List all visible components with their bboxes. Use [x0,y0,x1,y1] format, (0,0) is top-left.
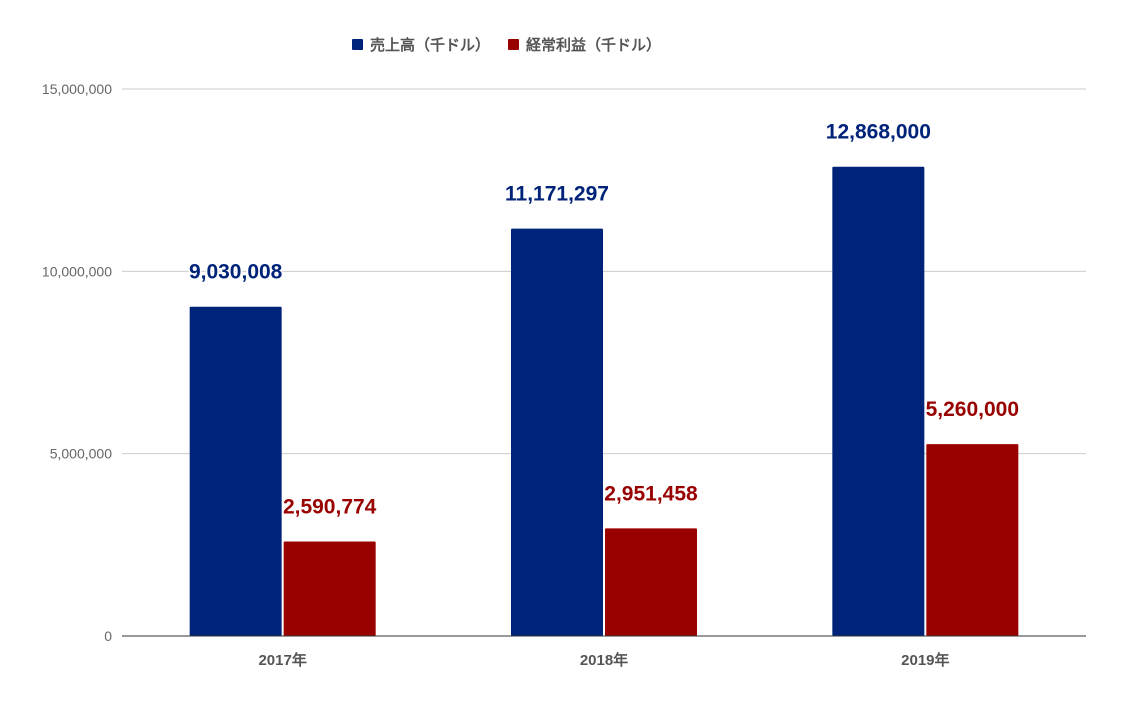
profit-data-label: 2,590,774 [283,496,377,519]
profit-data-label: 2,951,458 [604,482,698,505]
sales-bar [189,306,282,636]
sales-bar [511,228,603,636]
sales-data-label: 11,171,297 [505,183,609,206]
legend-label: 経常利益（千ドル） [526,36,661,54]
bars [189,166,1019,636]
profit-bar [926,444,1019,636]
gridlines [122,88,1086,455]
x-tick-label: 2017年 [258,651,306,669]
y-axis: 0 5,000,000 10,000,000 15,000,000 [42,81,112,644]
x-tick-label: 2018年 [580,651,628,669]
data-labels: 9,030,008 2,590,774 11,171,297 2,951,458 12,… [187,119,1020,520]
y-tick-label: 15,000,000 [42,81,112,97]
x-tick-label: 2019年 [901,651,949,669]
y-tick-label: 5,000,000 [50,446,112,462]
legend-label: 売上高（千ドル） [370,36,490,54]
x-axis: 2017年 2018年 2019年 [122,635,1086,669]
y-tick-label: 10,000,000 [42,263,112,279]
legend-swatch [508,39,519,50]
sales-bar [832,166,925,636]
profit-data-label: 5,260,000 [926,398,1019,421]
sales-data-label: 12,868,000 [826,121,931,144]
y-tick-label: 0 [104,628,112,644]
legend: 売上高（千ドル） 経常利益（千ドル） [352,36,661,54]
profit-bar [605,528,697,636]
profit-bar [283,541,376,636]
sales-data-label: 9,030,008 [189,261,283,284]
legend-swatch [352,39,363,50]
